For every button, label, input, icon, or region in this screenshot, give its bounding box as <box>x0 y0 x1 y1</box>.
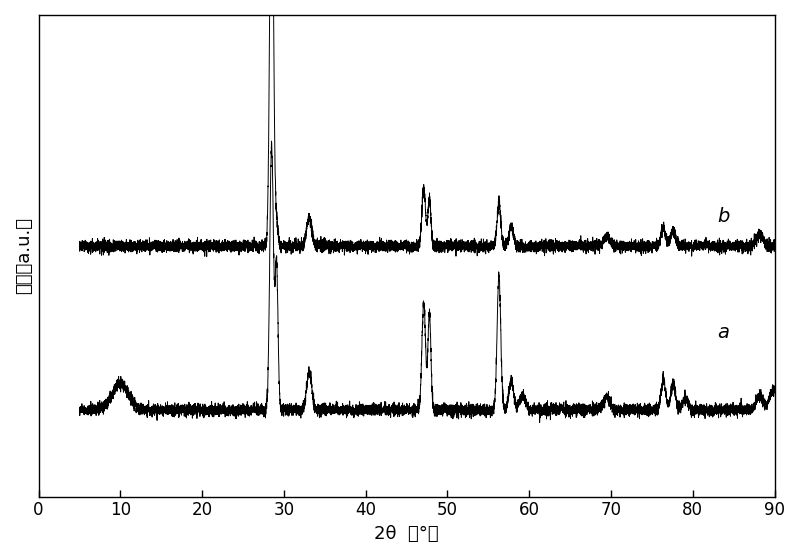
Text: a: a <box>718 323 730 341</box>
Y-axis label: 强度（a.u.）: 强度（a.u.） <box>15 217 33 294</box>
Text: b: b <box>718 207 730 226</box>
X-axis label: 2θ  （°）: 2θ （°） <box>374 525 439 543</box>
